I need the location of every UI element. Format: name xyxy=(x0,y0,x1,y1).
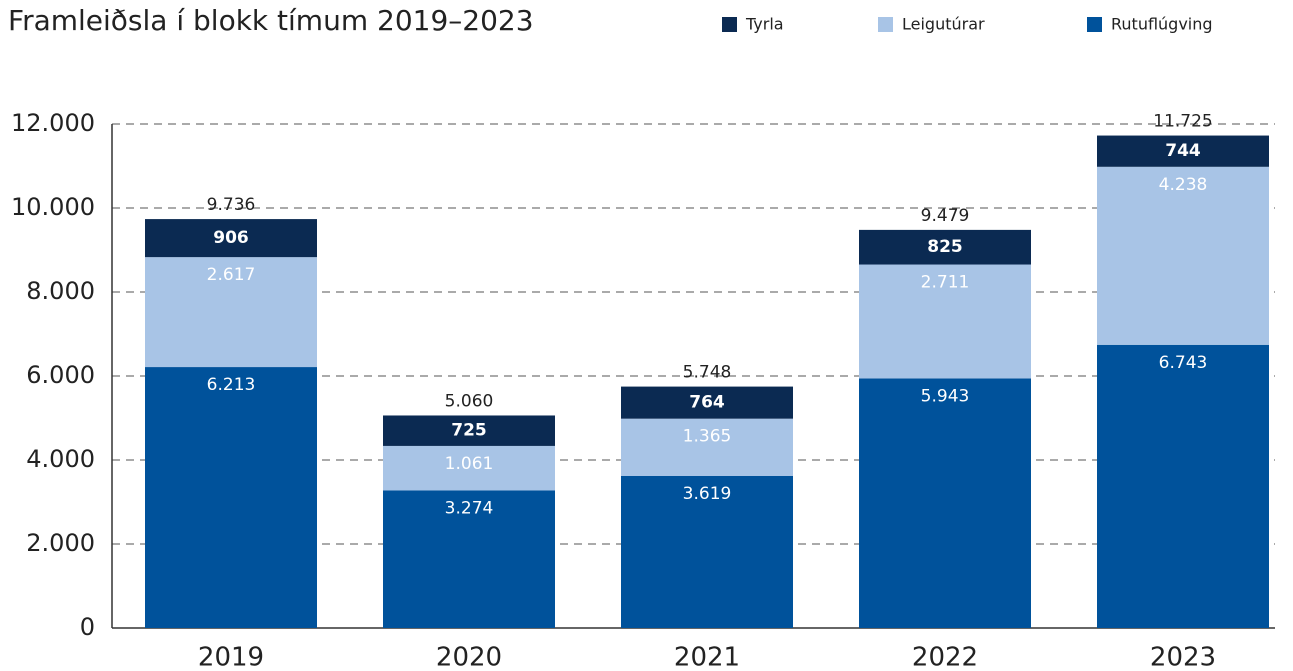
total-label: 11.725 xyxy=(1153,112,1212,132)
legend-swatch xyxy=(722,17,737,32)
value-label: 6.213 xyxy=(207,375,256,395)
chart-title: Framleiðsla í blokk tímum 2019–2023 xyxy=(8,4,534,37)
total-label: 9.479 xyxy=(921,206,970,226)
value-label: 3.619 xyxy=(683,484,732,504)
value-label: 1.365 xyxy=(683,427,732,447)
x-tick-label: 2019 xyxy=(198,643,264,671)
value-label: 764 xyxy=(689,393,725,413)
bar-segment xyxy=(145,367,317,628)
bar-segment xyxy=(1097,135,1269,167)
bar-segment xyxy=(859,229,1031,265)
value-label: 725 xyxy=(451,421,487,441)
total-label: 9.736 xyxy=(207,195,256,215)
value-label: 5.943 xyxy=(921,386,970,406)
value-label: 744 xyxy=(1165,141,1201,161)
legend-label: Rutuflúgving xyxy=(1111,15,1213,34)
y-tick-label: 0 xyxy=(80,613,95,641)
bar-segment xyxy=(383,415,555,446)
legend-label: Leigutúrar xyxy=(902,15,985,34)
x-tick-label: 2020 xyxy=(436,643,502,671)
legend-label: Tyrla xyxy=(745,15,784,34)
bar-segment xyxy=(383,490,555,628)
bar-segment xyxy=(383,445,555,491)
x-tick-label: 2021 xyxy=(674,643,740,671)
bar-segment xyxy=(621,476,793,628)
y-tick-label: 10.000 xyxy=(11,193,95,221)
bar-segment xyxy=(859,378,1031,628)
value-label: 825 xyxy=(927,237,963,257)
y-tick-label: 6.000 xyxy=(26,361,95,389)
value-label: 6.743 xyxy=(1159,353,1208,373)
total-label: 5.748 xyxy=(683,363,732,383)
bar-segment xyxy=(1097,166,1269,345)
legend-swatch xyxy=(878,17,893,32)
x-tick-label: 2023 xyxy=(1150,643,1216,671)
bar-segment xyxy=(1097,344,1269,628)
bar-segment xyxy=(145,219,317,258)
y-tick-label: 8.000 xyxy=(26,277,95,305)
value-label: 2.711 xyxy=(921,273,970,293)
y-tick-label: 12.000 xyxy=(11,109,95,137)
x-tick-label: 2022 xyxy=(912,643,978,671)
bar-segment xyxy=(621,418,793,477)
value-label: 4.238 xyxy=(1159,175,1208,195)
bar-segment xyxy=(145,257,317,368)
value-label: 906 xyxy=(213,228,249,248)
value-label: 1.061 xyxy=(445,454,494,474)
value-label: 2.617 xyxy=(207,265,256,285)
y-tick-label: 2.000 xyxy=(26,529,95,557)
value-label: 3.274 xyxy=(445,498,494,518)
total-label: 5.060 xyxy=(445,391,494,411)
bar-segment xyxy=(859,264,1031,379)
legend-swatch xyxy=(1087,17,1102,32)
y-tick-label: 4.000 xyxy=(26,445,95,473)
bar-segment xyxy=(621,386,793,419)
